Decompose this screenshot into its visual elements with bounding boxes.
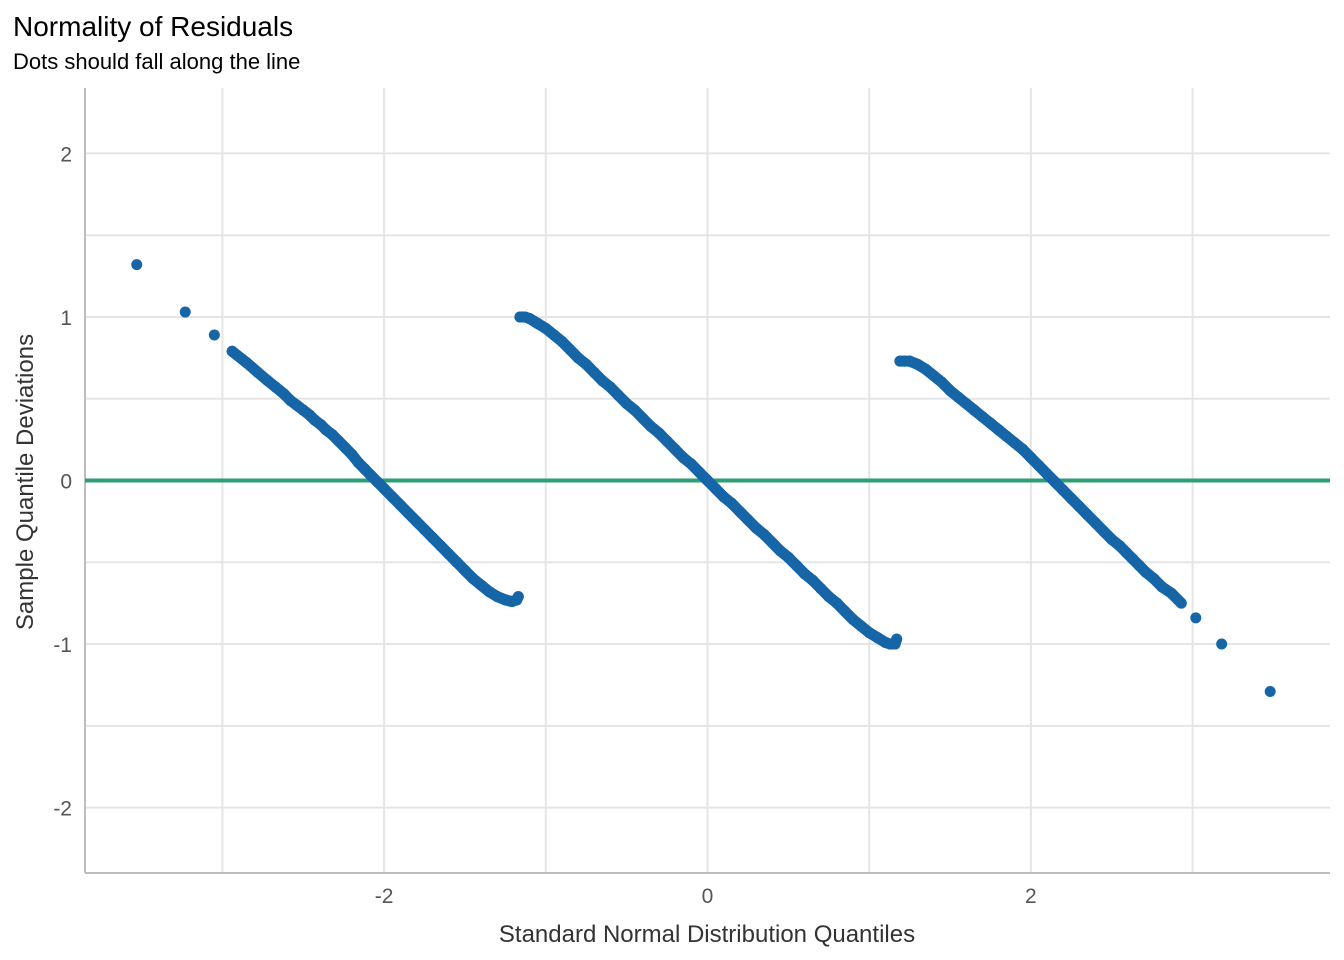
y-axis-label: Sample Quantile Deviations	[12, 334, 39, 630]
data-point	[179, 306, 191, 318]
y-tick-label: 1	[60, 307, 72, 330]
data-point	[1190, 612, 1202, 624]
point-series-2	[514, 311, 903, 650]
y-tick-label: -1	[53, 634, 72, 657]
data-point	[1216, 638, 1228, 650]
data-point	[208, 329, 220, 341]
point-series-3	[894, 355, 1276, 697]
data-point	[1264, 685, 1276, 697]
y-tick-label: 2	[60, 143, 72, 166]
tick-labels: -2 0 2 -2 -1 0 1 2	[53, 143, 1036, 908]
point-band	[1166, 587, 1187, 609]
chart-subtitle: Dots should fall along the line	[13, 49, 300, 74]
point-band	[511, 591, 524, 606]
point-series-1	[131, 259, 524, 608]
x-tick-label: 0	[702, 885, 714, 908]
x-tick-label: 2	[1025, 885, 1037, 908]
y-tick-label: -2	[53, 798, 72, 821]
data-points	[131, 259, 1276, 697]
data-point	[131, 259, 143, 271]
point-band	[889, 633, 903, 650]
y-tick-label: 0	[60, 471, 72, 494]
x-axis-label: Standard Normal Distribution Quantiles	[499, 921, 915, 948]
x-tick-label: -2	[375, 885, 394, 908]
chart-title: Normality of Residuals	[13, 11, 293, 42]
